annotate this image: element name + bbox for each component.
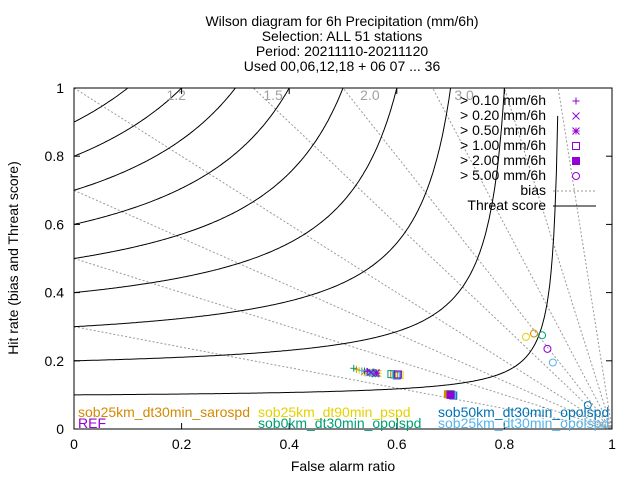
y-axis: 0 0.2 0.4 0.6 0.8 1 (45, 80, 612, 437)
point-s5-2 (372, 369, 381, 377)
threshold-legend: > 0.10 mm/6h> 0.20 mm/6h> 0.50 mm/6h> 1.… (460, 92, 596, 213)
bias-label-3: 3.0 (454, 87, 474, 103)
chart-title: Wilson diagram for 6h Precipitation (mm/… (205, 13, 478, 74)
legend-marker-3 (572, 142, 580, 150)
legend-threat-label: Threat score (467, 197, 546, 213)
threat-curve-3 (74, 88, 398, 294)
legend-threshold-1: > 0.20 mm/6h (460, 107, 546, 123)
y-tick-label-1: 0.2 (45, 353, 65, 369)
x-tick-label-2: 0.4 (279, 436, 299, 452)
legend-bias-label: bias (520, 182, 546, 198)
threat-curve-6 (74, 88, 237, 191)
threat-curve-8 (74, 88, 129, 123)
legend-threshold-3: > 1.00 mm/6h (460, 137, 546, 153)
series-legend-0: sob25km_dt30min_sarospd (78, 404, 250, 420)
title-line-4: Used 00,06,12,18 + 06 07 ... 36 (244, 58, 441, 74)
point-s2-3 (392, 371, 401, 380)
x-tick-label-0: 0 (70, 436, 78, 452)
y-tick-label-3: 0.6 (45, 216, 65, 232)
x-axis: 0 0.2 0.4 0.6 0.8 1 (70, 88, 616, 452)
title-line-1: Wilson diagram for 6h Precipitation (mm/… (205, 13, 478, 29)
y-tick-label-2: 0.4 (45, 285, 65, 301)
bias-label-0: 1.2 (166, 87, 186, 103)
legend-marker-0 (572, 97, 580, 105)
threat-curve-5 (74, 88, 290, 225)
point-s3-3 (387, 370, 396, 379)
point-s5-5 (543, 344, 552, 353)
point-s3-5 (538, 331, 547, 340)
point-s2-5 (583, 401, 592, 410)
point-s1-5 (521, 332, 530, 341)
point-s4-0 (358, 367, 366, 375)
x-tick-label-5: 1 (608, 436, 616, 452)
y-tick-label-5: 1 (56, 80, 64, 96)
x-tick-label-3: 0.6 (387, 436, 407, 452)
legend-threshold-5: > 5.00 mm/6h (460, 167, 546, 183)
y-axis-label: Hit rate (bias and Threat score) (5, 161, 21, 355)
threat-curve-0 (74, 115, 559, 396)
series-legend-1: sob25km_dt90min_pspd (258, 404, 411, 420)
point-s5-3 (393, 370, 402, 379)
plot-frame (73, 87, 613, 430)
series-legend-2: sob50km_dt30min_opolspd (438, 404, 609, 420)
series-legend-3: REF (78, 415, 106, 431)
x-axis-label: False alarm ratio (291, 458, 395, 474)
legend-threshold-4: > 2.00 mm/6h (460, 152, 546, 168)
data-points (350, 329, 592, 410)
bias-lines (74, 88, 612, 429)
bias-labels: 1.2 1.5 2.0 3.0 (166, 87, 474, 103)
legend-marker-4 (572, 157, 580, 165)
bias-label-2: 2.0 (360, 87, 380, 103)
series-legend-5: sob25km_dt30min_opolspd (438, 415, 609, 431)
threat-curve-7 (74, 88, 183, 157)
point-s0-5 (529, 329, 538, 338)
threat-score-lines (74, 88, 559, 396)
bias-line-2 (74, 189, 612, 429)
legend-threshold-2: > 0.50 mm/6h (460, 122, 546, 138)
series-legend: sob25km_dt30min_sarospd sob25km_dt90min_p… (78, 404, 609, 431)
point-s4-5 (548, 358, 557, 367)
bias-line-0 (74, 326, 612, 429)
legend-marker-5 (572, 172, 580, 180)
x-tick-label-1: 0.2 (172, 436, 192, 452)
title-line-3: Period: 20211110-20211120 (256, 43, 429, 59)
threat-curve-1 (74, 88, 505, 362)
threat-curve-2 (74, 88, 452, 328)
y-tick-label-0: 0 (56, 421, 64, 437)
x-tick-label-4: 0.8 (495, 436, 515, 452)
point-s5-4 (446, 390, 455, 399)
legend-threshold-0: > 0.10 mm/6h (460, 92, 546, 108)
title-line-2: Selection: ALL 51 stations (262, 28, 423, 44)
threat-curve-4 (74, 88, 344, 259)
bias-line-7 (503, 88, 612, 429)
legend-marker-1 (572, 112, 580, 120)
bias-label-1: 1.5 (263, 87, 283, 103)
point-s3-0 (350, 364, 358, 372)
series-legend-4: sob0km_dt30min_opolspd (258, 415, 421, 431)
legend-marker-2 (572, 127, 580, 135)
y-tick-label-4: 0.8 (45, 148, 65, 164)
